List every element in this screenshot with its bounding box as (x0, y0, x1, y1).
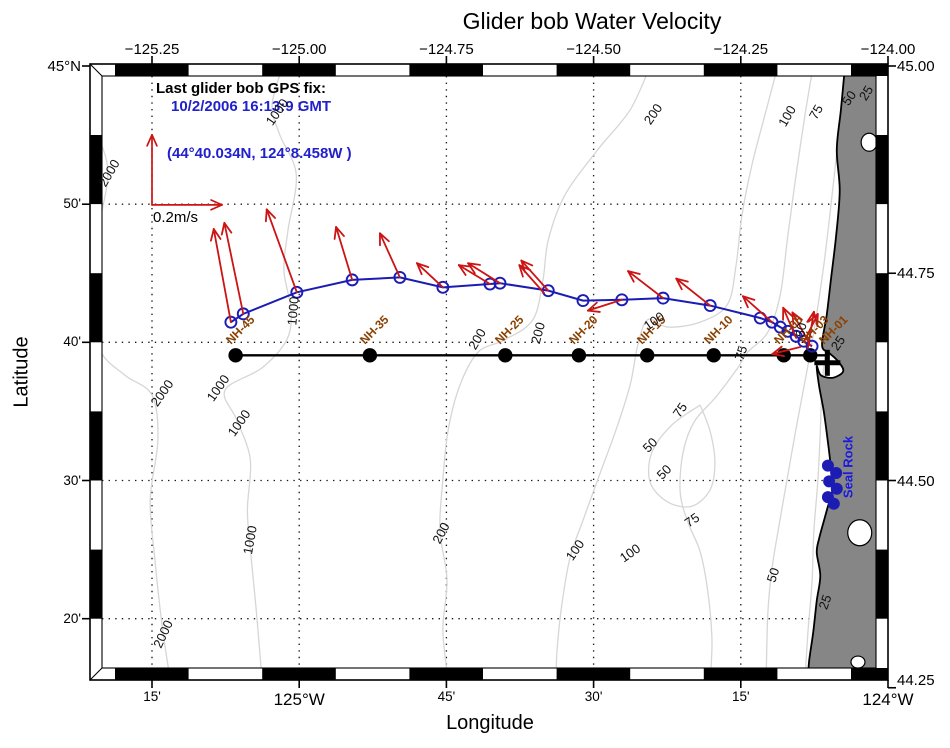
y-axis-title: Latitude (10, 336, 33, 408)
right-axis-tick-label: 45.00 (897, 58, 935, 75)
bottom-axis-tick-label: 125°W (273, 690, 325, 709)
map-frame (89, 63, 889, 681)
seal-rock-label: Seal Rock (840, 435, 856, 499)
left-axis-tick-label: 20' (63, 610, 81, 626)
isobath-label: 1000 (284, 295, 303, 326)
left-axis-tick-label: 30' (63, 472, 81, 488)
nh-line-transect (228, 348, 828, 363)
x-axis-title: Longitude (446, 712, 534, 734)
right-axis-tick-label: 44.75 (897, 265, 935, 283)
plot-title: Glider bob Water Velocity (462, 8, 722, 34)
gps-fix-coords: (44°40.034N, 124°8.458W ) (167, 145, 352, 162)
station-dot (639, 348, 655, 363)
left-axis-tick-label: 40' (63, 334, 81, 350)
map-content (102, 76, 876, 668)
gps-fix-plus-marker (814, 349, 841, 376)
bottom-axis-tick-label: 30' (584, 689, 603, 704)
top-axis-tick-label: −124.50 (566, 41, 621, 58)
velocity-scale-arrows (146, 134, 223, 211)
glider-track (230, 276, 813, 348)
station-dot (228, 348, 243, 363)
velocity-scale-label: 0.2m/s (153, 209, 199, 226)
station-dot (498, 348, 513, 363)
glider-track-fixes (224, 270, 819, 353)
bottom-axis-tick-label: 15' (143, 689, 161, 704)
bottom-axis-tick-label: 45' (437, 689, 456, 704)
station-dot (706, 348, 721, 363)
top-axis-tick-label: −124.75 (419, 41, 474, 58)
estuary-inlet (847, 519, 873, 547)
isobath-label: 50 (792, 321, 810, 339)
left-axis-tick-label: 45°N (47, 58, 81, 75)
estuary-inlet (850, 655, 866, 668)
isobath-contours (102, 76, 858, 668)
bottom-axis-tick-label: 124°W (862, 690, 914, 709)
top-axis-tick-label: −124.25 (713, 41, 769, 58)
graticule-gridlines (102, 76, 876, 668)
axis-tick-marks (82, 56, 896, 689)
station-dot (362, 348, 378, 363)
top-axis-tick-label: −125.00 (271, 41, 327, 58)
bottom-axis-tick-label: 15' (732, 689, 750, 704)
right-axis-tick-label: 44.25 (897, 672, 935, 689)
seal-rock-cluster (821, 459, 843, 510)
top-axis-tick-label: −125.25 (124, 41, 180, 58)
station-dot (571, 348, 587, 363)
gps-fix-time: 10/2/2006 16:13:9 GMT (171, 98, 332, 115)
gps-fix-header: Last glider bob GPS fix: (156, 80, 327, 97)
land-polygon (807, 76, 876, 668)
estuary-inlet (860, 132, 876, 152)
top-axis-tick-label: −124.00 (860, 41, 916, 58)
left-axis-tick-label: 50' (63, 196, 81, 212)
velocity-arrows (210, 208, 819, 358)
right-axis-tick-label: 44.50 (897, 472, 935, 490)
